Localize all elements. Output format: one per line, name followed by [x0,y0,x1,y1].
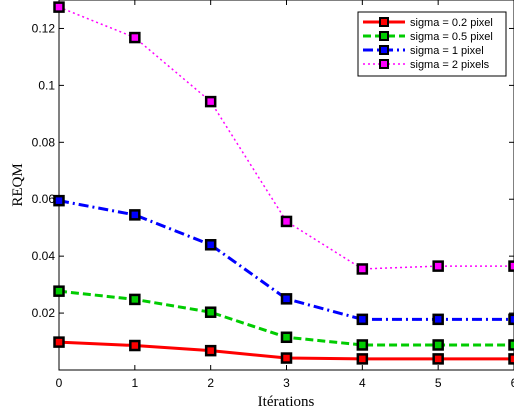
y-tick-label: 0.08 [32,135,56,149]
x-tick-label: 3 [283,376,290,390]
y-tick-label: 0.04 [32,249,56,263]
series-3-point [53,194,65,207]
series-2-point [356,339,369,351]
series-4-point [129,31,141,44]
series-2-point [204,306,217,318]
series-1-point [280,352,293,364]
legend-label-4: sigma = 2 pixels [410,59,490,71]
legend: sigma = 0.2 pixel sigma = 0.5 pixel sigma … [357,11,507,77]
legend-label-1: sigma = 0.2 pixel [410,17,493,29]
axis-ticks: 0 1 2 3 4 5 6 0.02 0.04 0.06 0.08 0.1 0.12 [32,0,514,390]
x-tick-label: 6 [511,376,514,390]
y-tick-label: 0.02 [32,306,56,320]
series-4-point [204,95,217,108]
legend-marker-2 [379,31,389,41]
series-4-point [508,260,514,272]
x-tick-label: 5 [435,376,442,390]
y-tick-label: 0.12 [32,21,56,35]
legend-marker-3 [379,45,389,55]
series-4-point [53,1,65,13]
series-1-point [432,353,444,365]
series-3-point [280,293,293,305]
series-2-point [508,339,514,351]
x-tick-label: 4 [359,376,366,390]
y-tick-label: 0.1 [38,78,55,92]
series-4-point [280,215,293,228]
series-3-point [432,313,444,326]
series-layer [53,1,514,365]
series-1-point [129,339,141,352]
series-1-point [356,353,369,365]
series-2-point [432,339,444,351]
series-2-point [53,285,65,297]
y-axis-label: REQM [10,163,26,206]
x-axis-label: Itérations [258,394,315,410]
series-4-point [432,260,444,272]
series-3-point [204,239,217,251]
x-tick-label: 1 [131,376,138,390]
series-3-point [356,313,369,326]
series-4-point [356,263,369,275]
series-1-point [53,336,65,348]
legend-label-2: sigma = 0.5 pixel [410,31,493,43]
legend-marker-1 [379,17,389,27]
series-2-point [280,331,293,344]
series-2-point [129,293,141,306]
series-3-point [129,209,141,221]
x-tick-label: 0 [56,376,63,390]
series-1-point [204,344,217,357]
series-1-point [508,353,514,365]
y-tick-label: 0.06 [32,192,56,206]
x-tick-label: 2 [207,376,214,390]
legend-marker-4 [379,59,389,69]
series-3-point [508,313,514,326]
legend-label-3: sigma = 1 pixel [410,45,484,57]
